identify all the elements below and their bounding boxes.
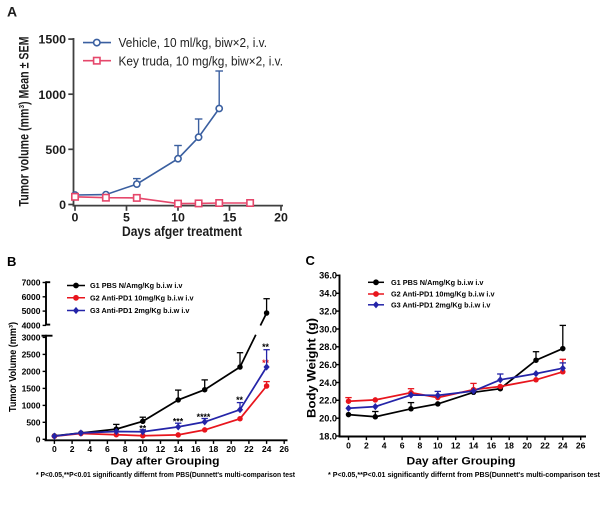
- svg-text:2500: 2500: [22, 350, 41, 360]
- svg-text:10: 10: [138, 444, 148, 454]
- svg-text:4000: 4000: [22, 321, 41, 331]
- svg-text:8: 8: [418, 441, 423, 451]
- svg-text:20: 20: [226, 444, 236, 454]
- svg-text:6000: 6000: [22, 292, 41, 302]
- svg-text:10: 10: [433, 441, 443, 451]
- svg-text:Day after Grouping: Day after Grouping: [111, 456, 220, 468]
- svg-text:5000: 5000: [22, 306, 41, 316]
- svg-text:7000: 7000: [22, 278, 41, 288]
- svg-text:4: 4: [87, 444, 92, 454]
- svg-text:12: 12: [156, 444, 166, 454]
- svg-text:G1 PBS N/Amg/Kg b.i.w i.v: G1 PBS N/Amg/Kg b.i.w i.v: [90, 281, 183, 290]
- svg-text:A: A: [7, 4, 17, 20]
- svg-text:Day after Grouping: Day after Grouping: [407, 456, 516, 468]
- svg-text:36.0: 36.0: [319, 271, 337, 281]
- svg-text:**: **: [262, 358, 269, 368]
- svg-text:0: 0: [52, 444, 57, 454]
- svg-text:0: 0: [59, 198, 66, 212]
- svg-text:16: 16: [191, 444, 201, 454]
- svg-text:15: 15: [223, 211, 237, 225]
- svg-text:26: 26: [576, 441, 586, 451]
- svg-text:G3 Anti-PD1 2mg/Kg b.i.w i.v: G3 Anti-PD1 2mg/Kg b.i.w i.v: [391, 301, 491, 310]
- svg-text:5: 5: [123, 211, 130, 225]
- svg-text:18: 18: [504, 441, 514, 451]
- svg-text:500: 500: [26, 417, 40, 427]
- svg-text:22.0: 22.0: [319, 396, 337, 406]
- svg-text:22: 22: [244, 444, 254, 454]
- svg-text:Days afger treatment: Days afger treatment: [122, 224, 242, 239]
- svg-text:22: 22: [540, 441, 550, 451]
- svg-text:G2 Anti-PD1 10mg/Kg b.i.w i.v: G2 Anti-PD1 10mg/Kg b.i.w i.v: [90, 294, 194, 303]
- svg-text:2: 2: [364, 441, 369, 451]
- svg-text:24: 24: [262, 444, 272, 454]
- svg-text:20: 20: [274, 211, 288, 225]
- svg-text:32.0: 32.0: [319, 306, 337, 316]
- svg-text:**: **: [236, 395, 243, 405]
- svg-text:30.0: 30.0: [319, 324, 337, 334]
- svg-text:Body Weight (g): Body Weight (g): [307, 318, 319, 418]
- svg-text:20.0: 20.0: [319, 414, 337, 424]
- svg-text:28.0: 28.0: [319, 342, 337, 352]
- svg-text:G1 PBS N/Amg/Kg b.i.w i.v: G1 PBS N/Amg/Kg b.i.w i.v: [391, 278, 484, 287]
- svg-text:34.0: 34.0: [319, 289, 337, 299]
- svg-text:3000: 3000: [22, 333, 41, 343]
- svg-text:**: **: [139, 424, 146, 434]
- svg-text:**: **: [262, 342, 269, 352]
- svg-text:10: 10: [171, 211, 185, 225]
- svg-text:18.0: 18.0: [319, 431, 337, 441]
- svg-text:0: 0: [346, 441, 351, 451]
- svg-text:Tumor volume (mm³) Mean ± SEM: Tumor volume (mm³) Mean ± SEM: [17, 37, 32, 207]
- svg-text:500: 500: [45, 143, 66, 157]
- svg-text:1000: 1000: [38, 88, 66, 102]
- svg-text:Tumor Volume (mm³): Tumor Volume (mm³): [8, 322, 19, 412]
- svg-text:* P<0.05,**P<0.01 significantl: * P<0.05,**P<0.01 significantly differnt…: [328, 472, 601, 479]
- svg-text:0: 0: [72, 211, 79, 225]
- svg-text:6: 6: [400, 441, 405, 451]
- svg-text:****: ****: [197, 412, 211, 422]
- svg-text:2: 2: [70, 444, 75, 454]
- svg-text:8: 8: [123, 444, 128, 454]
- svg-text:G3 Anti-PD1 2mg/Kg b.i.w i.v: G3 Anti-PD1 2mg/Kg b.i.w i.v: [90, 306, 190, 315]
- svg-text:1500: 1500: [22, 384, 41, 394]
- svg-text:2000: 2000: [22, 367, 41, 377]
- svg-text:B: B: [7, 254, 16, 269]
- svg-text:1000: 1000: [22, 401, 41, 411]
- svg-text:26.0: 26.0: [319, 360, 337, 370]
- svg-text:26: 26: [279, 444, 289, 454]
- svg-text:Vehicle, 10 ml/kg, biw×2, i.v.: Vehicle, 10 ml/kg, biw×2, i.v.: [119, 35, 268, 50]
- svg-text:* P<0.05,**P<0.01 significantl: * P<0.05,**P<0.01 significantly differnt…: [36, 472, 296, 479]
- svg-text:6: 6: [105, 444, 110, 454]
- svg-text:18: 18: [209, 444, 219, 454]
- svg-text:24.0: 24.0: [319, 378, 337, 388]
- svg-text:12: 12: [451, 441, 461, 451]
- svg-text:C: C: [306, 253, 316, 268]
- svg-text:14: 14: [469, 441, 479, 451]
- svg-text:1500: 1500: [38, 33, 66, 47]
- svg-text:0: 0: [36, 434, 41, 444]
- svg-text:***: ***: [173, 417, 184, 427]
- svg-text:14: 14: [173, 444, 183, 454]
- svg-text:Key truda, 10 mg/kg, biw×2, i.: Key truda, 10 mg/kg, biw×2, i.v.: [119, 53, 284, 68]
- svg-text:4: 4: [382, 441, 387, 451]
- svg-text:16: 16: [487, 441, 497, 451]
- svg-text:G2 Anti-PD1 10mg/Kg b.i.w i.v: G2 Anti-PD1 10mg/Kg b.i.w i.v: [391, 290, 495, 299]
- svg-text:24: 24: [558, 441, 568, 451]
- svg-text:20: 20: [522, 441, 532, 451]
